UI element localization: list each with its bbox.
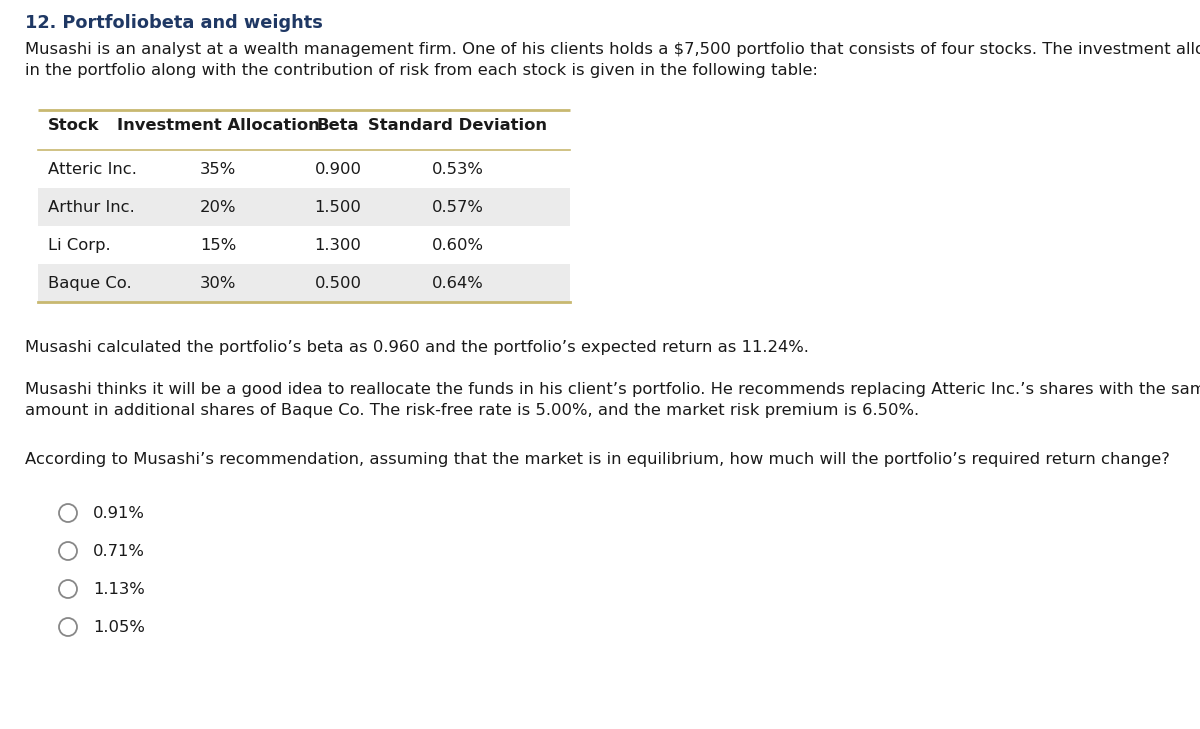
Text: Baque Co.: Baque Co. (48, 276, 132, 290)
Bar (38, 226, 570, 264)
Text: 15%: 15% (200, 238, 236, 252)
Text: Stock: Stock (48, 118, 100, 133)
Text: 0.64%: 0.64% (432, 276, 484, 290)
Text: Atteric Inc.: Atteric Inc. (48, 162, 137, 176)
Text: amount in additional shares of Baque Co. The risk-free rate is 5.00%, and the ma: amount in additional shares of Baque Co.… (25, 403, 919, 418)
Text: Li Corp.: Li Corp. (48, 238, 110, 252)
Text: Beta: Beta (317, 118, 359, 133)
Text: Musashi calculated the portfolio’s beta as 0.960 and the portfolio’s expected re: Musashi calculated the portfolio’s beta … (25, 340, 809, 355)
Text: 30%: 30% (200, 276, 236, 290)
Text: 0.57%: 0.57% (432, 200, 484, 214)
Text: 1.500: 1.500 (314, 200, 361, 214)
Text: 35%: 35% (200, 162, 236, 176)
Text: 0.71%: 0.71% (94, 544, 145, 558)
Text: According to Musashi’s recommendation, assuming that the market is in equilibriu: According to Musashi’s recommendation, a… (25, 452, 1170, 467)
Text: 0.60%: 0.60% (432, 238, 484, 252)
Text: 20%: 20% (199, 200, 236, 214)
Text: 0.91%: 0.91% (94, 505, 145, 521)
Text: 12. Portfoliobeta and weights: 12. Portfoliobeta and weights (25, 14, 323, 32)
Text: in the portfolio along with the contribution of risk from each stock is given in: in the portfolio along with the contribu… (25, 63, 818, 78)
Text: 0.900: 0.900 (314, 162, 361, 176)
Text: Investment Allocation: Investment Allocation (116, 118, 319, 133)
Text: Musashi thinks it will be a good idea to reallocate the funds in his client’s po: Musashi thinks it will be a good idea to… (25, 382, 1200, 397)
Text: 0.53%: 0.53% (432, 162, 484, 176)
Text: 1.05%: 1.05% (94, 620, 145, 634)
Text: 1.300: 1.300 (314, 238, 361, 252)
Bar (38, 188, 570, 226)
Text: 0.500: 0.500 (314, 276, 361, 290)
Bar (38, 150, 570, 188)
Text: Arthur Inc.: Arthur Inc. (48, 200, 134, 214)
Bar (38, 264, 570, 302)
Text: Musashi is an analyst at a wealth management firm. One of his clients holds a $7: Musashi is an analyst at a wealth manage… (25, 42, 1200, 57)
Text: 1.13%: 1.13% (94, 582, 145, 596)
Text: Standard Deviation: Standard Deviation (368, 118, 547, 133)
